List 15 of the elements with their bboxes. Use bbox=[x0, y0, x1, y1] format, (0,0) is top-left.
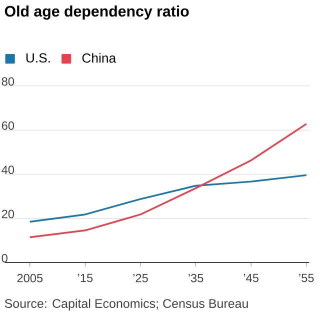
x-tick-label: ’55 bbox=[299, 274, 314, 282]
legend-label: China bbox=[82, 53, 116, 63]
legend-label: U.S. bbox=[26, 53, 50, 63]
y-tick-label: 80 bbox=[2, 77, 14, 86]
y-tick-label: 20 bbox=[2, 210, 14, 218]
x-tick-label: ’45 bbox=[244, 274, 258, 282]
chart-title: Old age dependency ratio bbox=[4, 6, 189, 20]
y-tick-label: 0 bbox=[2, 254, 8, 262]
x-tick-label: ’25 bbox=[133, 274, 148, 282]
x-tick-label: ’35 bbox=[188, 274, 204, 282]
source-note: Source: Capital Economics; Census Bureau bbox=[4, 298, 248, 310]
x-tick-label: 2005 bbox=[17, 274, 43, 282]
x-tick-label: ’15 bbox=[78, 274, 93, 282]
y-tick-label: 60 bbox=[2, 121, 14, 130]
y-tick-label: 40 bbox=[2, 166, 14, 174]
